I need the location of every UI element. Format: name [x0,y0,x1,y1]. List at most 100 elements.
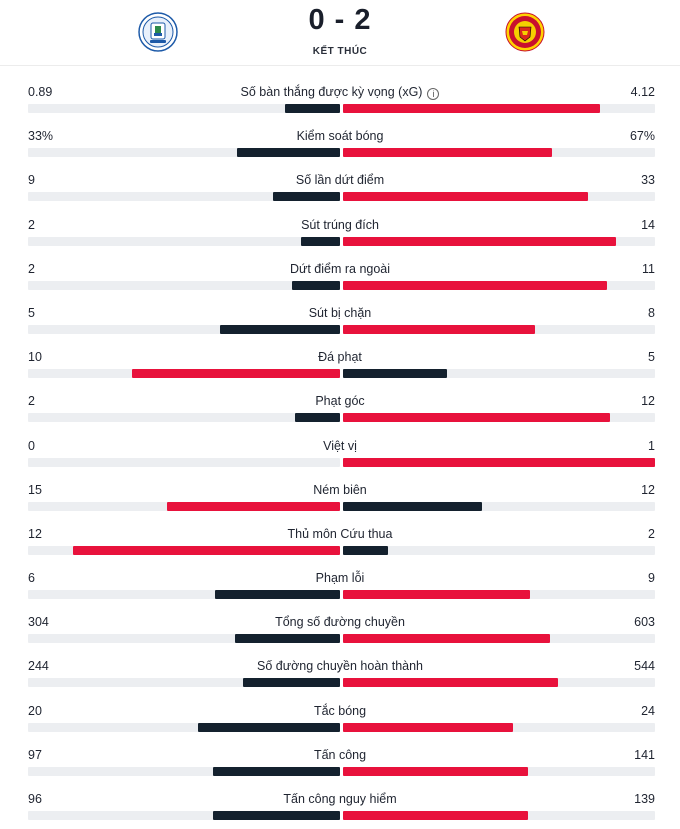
match-header: 0 - 2 KẾT THÚC [0,0,680,66]
stat-label: Việt vị [0,439,680,453]
stat-label-text: Tấn công nguy hiểm [283,792,397,806]
home-stat-track [28,324,340,334]
home-stat-value: 15 [28,482,42,497]
stat-row-phat-goc: 2 Phạt góc 12 [0,375,680,423]
stat-label: Phạm lỗi [0,571,680,585]
away-stat-bar [343,678,559,688]
home-stat-bar [273,192,340,202]
stat-label: Số đường chuyền hoàn thành [0,659,680,673]
away-stat-value: 24 [641,703,655,718]
home-stat-value: 2 [28,261,35,276]
home-stat-track [28,722,340,732]
stat-label-text: Đá phạt [318,350,362,365]
away-stat-bar [343,236,616,246]
away-stat-bar [343,501,482,511]
home-stat-track [28,369,340,379]
stat-label-text: Sút trúng đích [301,217,379,232]
stat-row-tan-cong-nguy-hiem: 96 Tấn công nguy hiểm 139 [0,773,680,820]
away-stat-value: 9 [648,571,655,586]
home-stat-value: 2 [28,394,35,409]
home-stat-value: 20 [28,703,42,718]
stat-row-pham-loi: 6 Phạm lỗi 9 [0,552,680,600]
home-stat-value: 6 [28,571,35,586]
away-stat-bar [343,148,553,158]
manchester-united-crest-icon[interactable] [505,12,545,52]
stat-label: Thủ môn Cứu thua [0,527,680,541]
stat-label-text: Tổng số đường chuyền [275,615,405,630]
away-stat-track [343,192,655,202]
home-stat-value: 12 [28,526,42,541]
home-stat-value: 5 [28,305,35,320]
home-stat-value: 244 [28,659,49,674]
stat-row-tong-so-duong-chuyen: 304 Tổng số đường chuyền 603 [0,596,680,644]
stat-label-text: Việt vị [323,438,357,453]
home-stat-bar [301,236,340,246]
stat-label: Dứt điểm ra ngoài [0,262,680,276]
home-stat-value: 33% [28,129,54,144]
away-stat-value: 67% [629,129,655,144]
home-stat-track [28,280,340,290]
away-stat-bar [343,324,535,334]
stat-label-text: Số lần dứt điểm [295,173,385,188]
match-status: KẾT THÚC [312,46,368,57]
home-stat-bar [295,413,340,423]
stat-label: Ném biên [0,483,680,497]
home-stat-bar [220,324,340,334]
home-stat-value: 10 [28,350,42,365]
home-stat-bar [215,590,340,600]
away-stat-track [343,766,655,776]
home-stat-bar [132,369,340,379]
stat-label-text: Phạm lỗi [315,571,365,586]
away-stat-bar [343,369,447,379]
stat-label-text: Ném biên [313,482,367,497]
away-stat-bar [343,590,531,600]
stat-row-da-phat: 10 Đá phạt 5 [0,331,680,379]
stat-row-nem-bien: 15 Ném biên 12 [0,464,680,511]
stat-label: Số bàn thắng được kỳ vọng (xG) i [0,85,680,100]
home-stat-bar [166,501,340,511]
stat-label: Đá phạt [0,350,680,364]
stat-label-text: Kiểm soát bóng [296,129,384,144]
away-stat-track [343,501,655,511]
stat-label-text: Số bàn thắng được kỳ vọng (xG) [240,85,423,99]
stat-row-sut-trung-dich: 2 Sút trúng đích 14 [0,199,680,246]
home-stat-track [28,413,340,423]
away-stat-track [343,413,655,423]
stat-label: Sút bị chặn [0,306,680,320]
away-stat-track [343,634,655,644]
home-stat-track [28,678,340,688]
away-stat-value: 11 [642,261,655,276]
home-stat-value: 0.89 [28,85,53,99]
away-stat-bar [343,811,528,820]
away-stat-bar [343,192,589,202]
stat-label: Tắc bóng [0,704,680,718]
home-stat-bar [212,811,340,820]
away-stat-value: 2 [648,526,655,541]
away-stat-value: 5 [648,350,655,365]
info-icon[interactable]: i [427,88,440,100]
home-stat-bar [72,545,340,555]
stat-label: Số lần dứt điểm [0,173,680,187]
stat-label-text: Dứt điểm ra ngoài [289,261,391,276]
home-stat-value: 9 [28,173,35,188]
away-stat-value: 4.12 [630,85,655,99]
away-stat-value: 33 [641,173,655,188]
away-stat-track [343,280,655,290]
away-stat-value: 141 [634,747,655,762]
home-stat-bar [235,634,340,644]
home-stat-track [28,545,340,555]
stat-row-sut-bi-chan: 5 Sút bị chặn 8 [0,287,680,334]
home-stat-track [28,590,340,600]
away-stat-track [343,811,655,820]
away-stat-track [343,678,655,688]
stat-label: Phạt góc [0,394,680,408]
away-stat-track [343,545,655,555]
home-stat-bar [212,766,340,776]
away-stat-track [343,324,655,334]
stat-label-text: Tắc bóng [313,703,367,718]
stat-label: Tấn công nguy hiểm [0,792,680,806]
stat-label: Tấn công [0,748,680,762]
away-stat-value: 12 [641,394,655,409]
away-stat-value: 12 [641,482,655,497]
wigan-athletic-crest-icon[interactable] [138,12,178,52]
